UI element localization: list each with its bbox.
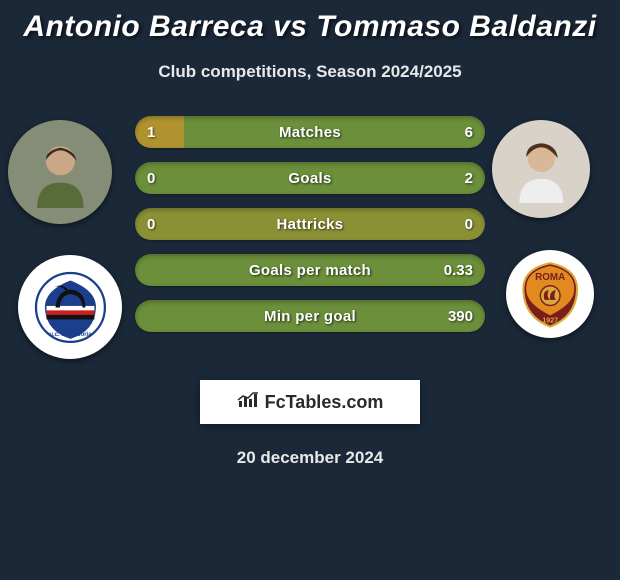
stat-right-value: 390: [448, 308, 473, 325]
person-icon: [24, 136, 97, 209]
chart-icon: [237, 391, 259, 414]
stat-left-value: 0: [147, 216, 155, 233]
svg-text:ROMA: ROMA: [535, 272, 565, 283]
stat-label: Goals: [288, 170, 331, 187]
subtitle: Club competitions, Season 2024/2025: [158, 62, 461, 82]
stat-label: Matches: [279, 124, 341, 141]
comparison-area: u.c. sampdoria ROMA 1927 1 Matches 6 0 Goals…: [0, 110, 620, 350]
player-right-avatar: [492, 120, 590, 218]
stat-right-value: 6: [465, 124, 473, 141]
stat-right-value: 2: [465, 170, 473, 187]
club-left-label: u.c. sampdoria: [49, 331, 92, 337]
roma-crest-icon: ROMA 1927: [515, 259, 585, 329]
stat-label: Hattricks: [277, 216, 344, 233]
club-left-badge: u.c. sampdoria: [18, 255, 122, 359]
player-left-avatar: [8, 120, 112, 224]
stat-right-value: 0.33: [444, 262, 473, 279]
stat-bar: Min per goal 390: [135, 300, 485, 332]
stat-bar: 0 Hattricks 0: [135, 208, 485, 240]
branding-badge: FcTables.com: [200, 380, 420, 424]
stats-bars: 1 Matches 6 0 Goals 2 0 Hattricks 0 Goals per mat…: [135, 116, 485, 332]
date-text: 20 december 2024: [237, 448, 384, 468]
stat-bar: Goals per match 0.33: [135, 254, 485, 286]
stat-left-value: 1: [147, 124, 155, 141]
stat-right-value: 0: [465, 216, 473, 233]
stat-bar: 1 Matches 6: [135, 116, 485, 148]
branding-text: FcTables.com: [265, 392, 384, 413]
person-icon: [507, 135, 576, 204]
club-right-badge: ROMA 1927: [506, 250, 594, 338]
stat-label: Goals per match: [249, 262, 371, 279]
stat-label: Min per goal: [264, 308, 356, 325]
roma-year: 1927: [542, 317, 558, 324]
page-title: Antonio Barreca vs Tommaso Baldanzi: [23, 10, 596, 44]
stat-left-value: 0: [147, 170, 155, 187]
sampdoria-crest-icon: u.c. sampdoria: [33, 270, 108, 345]
stat-bar: 0 Goals 2: [135, 162, 485, 194]
